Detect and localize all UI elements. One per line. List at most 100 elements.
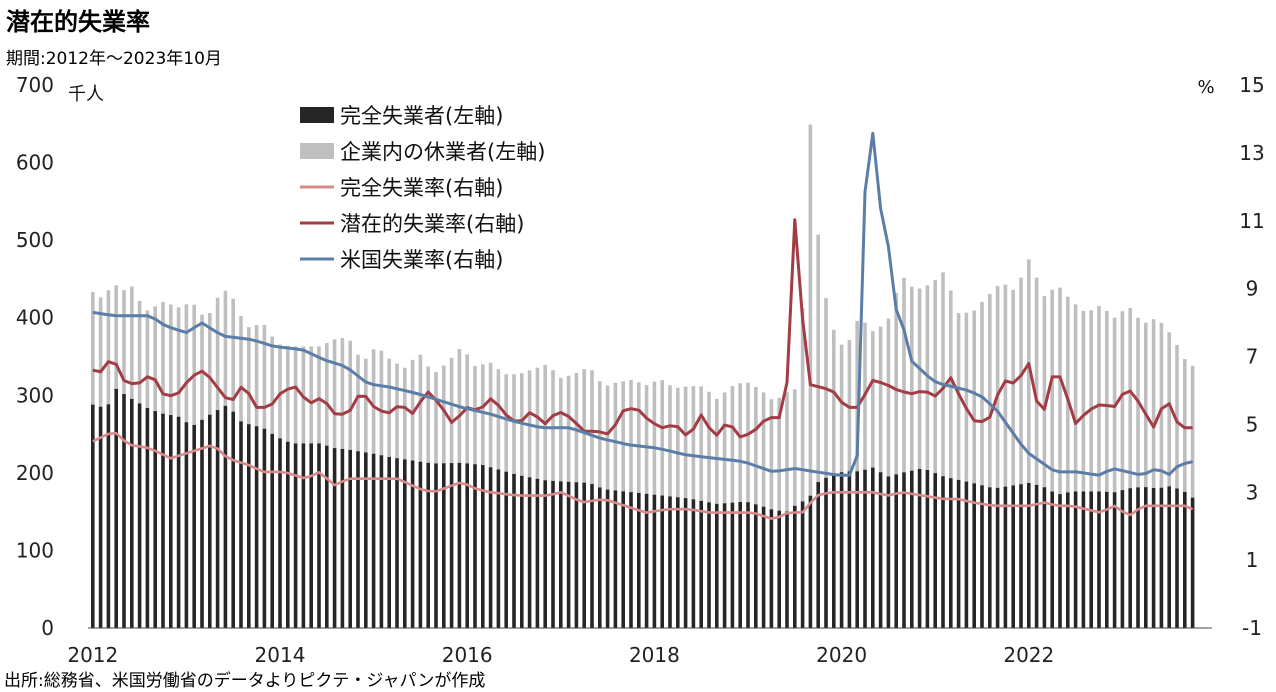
furloughed-bar	[808, 124, 813, 496]
chart-title: 潜在的失業率	[6, 8, 150, 36]
unemployed-bar	[871, 467, 875, 628]
left-axis-tick-label: 200	[16, 461, 54, 485]
furloughed-bar	[754, 386, 758, 505]
unemployed-bar	[559, 481, 563, 628]
furloughed-bar	[340, 338, 345, 449]
unemployed-bar	[356, 451, 360, 628]
unemployed-bar	[481, 465, 485, 628]
unemployed-bar	[496, 469, 501, 628]
unemployed-bar	[754, 504, 758, 628]
left-axis-tick-label: 400	[16, 306, 54, 330]
furloughed-bar	[512, 374, 516, 474]
unemployed-bar	[816, 482, 820, 628]
chart-subtitle: 期間:2012年～2023年10月	[6, 49, 222, 69]
furloughed-bar	[1050, 289, 1054, 492]
furloughed-bar	[1120, 311, 1125, 491]
legend-swatch	[300, 107, 334, 123]
furloughed-bar	[660, 380, 664, 496]
furloughed-bar	[972, 310, 976, 484]
furloughed-bar	[941, 272, 945, 477]
unemployed-bar	[449, 463, 454, 628]
furloughed-bar	[855, 320, 859, 472]
unemployed-bar	[566, 481, 571, 628]
unemployed-bar	[699, 500, 703, 628]
unemployed-bar	[949, 478, 953, 628]
furloughed-bar	[254, 325, 259, 427]
unemployed-bar	[1058, 494, 1062, 628]
unemployed-bar	[387, 456, 391, 628]
right-axis-tick-label: 13	[1239, 141, 1264, 165]
furloughed-bar	[1089, 310, 1093, 492]
unemployed-bar	[1151, 487, 1156, 628]
furloughed-bar	[426, 366, 430, 463]
left-axis-tick-label: 300	[16, 383, 54, 407]
unemployed-bar	[1128, 488, 1132, 628]
unemployed-bar	[1027, 483, 1031, 628]
unemployed-bar	[364, 452, 368, 628]
unemployed-bar	[1120, 490, 1125, 628]
unemployed-bar	[886, 476, 891, 628]
furloughed-bar	[418, 354, 423, 462]
unemployed-bar	[317, 443, 321, 628]
unemployed-bar	[488, 467, 493, 628]
unemployed-bar	[761, 506, 766, 628]
left-axis-tick-label: 0	[41, 616, 54, 640]
unemployed-bar	[379, 455, 384, 628]
right-axis-tick-label: 15	[1239, 73, 1264, 97]
furloughed-bar	[722, 392, 727, 504]
furloughed-bar	[1058, 287, 1062, 495]
furloughed-bar	[995, 285, 1000, 488]
unemployed-bar	[972, 483, 976, 628]
furloughed-bar	[878, 326, 883, 473]
unemployed-bar	[231, 411, 235, 628]
furloughed-bar	[449, 357, 454, 464]
unemployed-bar	[114, 388, 118, 628]
x-axis-tick-label: 2022	[1003, 643, 1054, 667]
unemployed-bar	[691, 499, 696, 628]
furloughed-bar	[1144, 322, 1148, 488]
furloughed-bar	[582, 369, 586, 483]
x-axis-tick-label: 2014	[255, 643, 306, 667]
furloughed-bar	[988, 294, 992, 488]
unemployed-bar	[855, 471, 859, 628]
unemployed-bar	[153, 411, 157, 628]
unemployed-bar	[613, 490, 618, 628]
furloughed-bar	[262, 325, 267, 429]
unemployed-bar	[200, 419, 204, 628]
furloughed-bar	[676, 387, 680, 498]
unemployed-bar	[800, 501, 805, 628]
left-axis-unit: 千人	[68, 84, 104, 105]
furloughed-bar	[364, 358, 368, 453]
unemployed-bar	[1136, 487, 1140, 628]
furloughed-bar	[223, 290, 228, 406]
furloughed-bar	[91, 292, 95, 405]
furloughed-bar	[239, 315, 243, 422]
unemployed-bar	[964, 481, 969, 628]
unemployed-bar	[1073, 491, 1078, 628]
unemployed-bar	[1144, 487, 1148, 628]
furloughed-bar	[184, 304, 189, 423]
unemployed-bar	[1089, 491, 1093, 628]
furloughed-bar	[816, 234, 820, 483]
furloughed-bar	[1159, 322, 1164, 488]
unemployed-bar	[980, 485, 984, 628]
furloughed-bar	[247, 327, 251, 425]
unemployed-bar	[192, 424, 196, 628]
unemployed-bar	[301, 443, 306, 628]
unemployed-bar	[535, 478, 540, 628]
unemployed-bar	[933, 473, 937, 628]
unemployed-bar	[1066, 492, 1070, 628]
unemployed-bar	[1081, 491, 1086, 628]
furloughed-bar	[270, 336, 274, 434]
unemployed-bar	[956, 479, 961, 628]
furloughed-bar	[871, 331, 875, 468]
unemployed-bar	[746, 502, 750, 628]
unemployed-bar	[1034, 484, 1039, 628]
furloughed-bar	[839, 344, 844, 473]
furloughed-bar	[192, 304, 196, 425]
furloughed-bar	[114, 285, 118, 389]
furloughed-bar	[551, 370, 555, 481]
furloughed-bar	[473, 365, 477, 465]
furloughed-bar	[574, 373, 579, 483]
